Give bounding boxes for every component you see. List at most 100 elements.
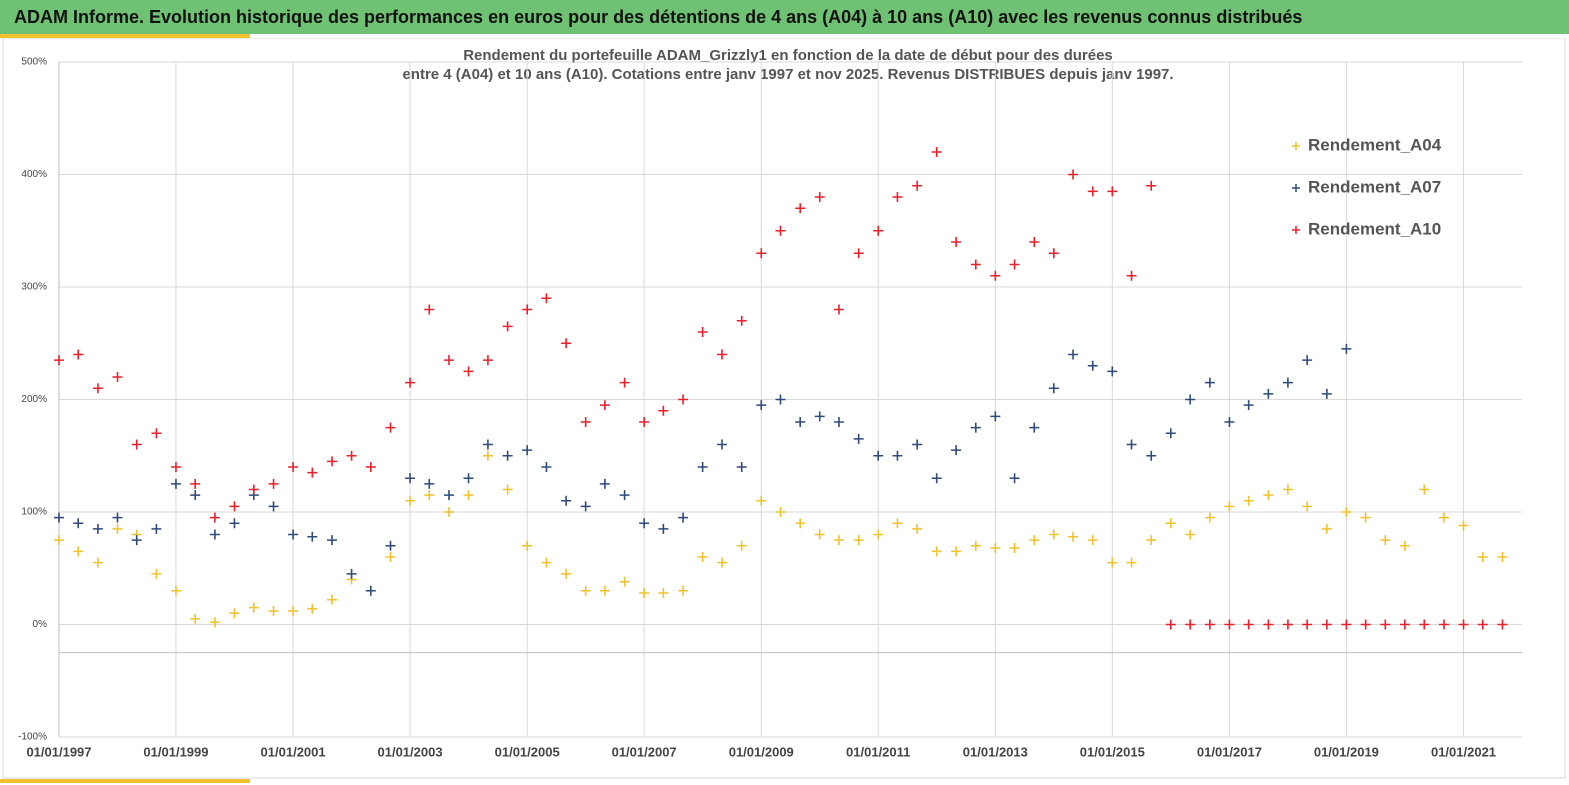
data-point bbox=[1048, 529, 1059, 540]
x-tick-label: 01/01/2019 bbox=[1314, 744, 1379, 759]
data-point bbox=[853, 248, 864, 259]
y-tick-label: 400% bbox=[21, 169, 47, 180]
data-point bbox=[1321, 619, 1332, 630]
data-point bbox=[1341, 619, 1352, 630]
data-point bbox=[424, 490, 435, 501]
data-point bbox=[580, 501, 591, 512]
data-point bbox=[951, 546, 962, 557]
y-tick-label: 200% bbox=[21, 394, 47, 405]
data-point bbox=[112, 523, 123, 534]
data-point bbox=[1458, 520, 1469, 531]
data-point bbox=[209, 529, 220, 540]
data-point bbox=[365, 462, 376, 472]
data-point bbox=[1341, 343, 1352, 354]
data-point bbox=[1146, 180, 1157, 191]
data-point bbox=[775, 225, 786, 236]
data-point bbox=[599, 585, 610, 596]
data-point bbox=[1107, 366, 1118, 377]
data-point bbox=[990, 270, 1001, 281]
data-point bbox=[736, 462, 747, 472]
data-point bbox=[1087, 535, 1098, 546]
data-point bbox=[1302, 501, 1313, 512]
header: ADAM Informe. Evolution historique des p… bbox=[0, 0, 1569, 34]
y-tick-label: 300% bbox=[21, 282, 47, 293]
data-point bbox=[131, 439, 142, 450]
data-point bbox=[580, 417, 591, 427]
data-point bbox=[482, 355, 493, 366]
data-point bbox=[288, 529, 299, 540]
data-point bbox=[1497, 619, 1508, 630]
data-point bbox=[1068, 349, 1079, 360]
data-point bbox=[1146, 535, 1157, 546]
data-point bbox=[385, 552, 396, 562]
x-tick-label: 01/01/2015 bbox=[1080, 744, 1145, 759]
data-point bbox=[73, 546, 84, 557]
data-point bbox=[1263, 388, 1274, 399]
data-point bbox=[892, 192, 903, 202]
data-point bbox=[405, 377, 416, 388]
data-point bbox=[424, 478, 435, 489]
data-point bbox=[1263, 490, 1274, 501]
x-tick-label: 01/01/2021 bbox=[1431, 744, 1496, 759]
data-point bbox=[151, 523, 162, 534]
data-point bbox=[619, 377, 630, 388]
data-point bbox=[873, 450, 884, 461]
data-point bbox=[717, 439, 728, 450]
data-point bbox=[327, 594, 338, 605]
data-point bbox=[1087, 360, 1098, 371]
data-point bbox=[405, 495, 416, 506]
accent-bar bbox=[0, 34, 250, 38]
x-tick-label: 01/01/2003 bbox=[378, 744, 443, 759]
data-point bbox=[1497, 552, 1508, 562]
data-point bbox=[1009, 259, 1020, 270]
data-point bbox=[502, 450, 513, 461]
data-point bbox=[951, 445, 962, 456]
x-tick-label: 01/01/2005 bbox=[495, 744, 560, 759]
data-point bbox=[463, 473, 474, 484]
data-point bbox=[1204, 512, 1215, 523]
data-point bbox=[1068, 531, 1079, 542]
data-point bbox=[1321, 523, 1332, 534]
chart-subtitle: entre 4 (A04) et 10 ans (A10). Cotations… bbox=[402, 66, 1173, 83]
data-point bbox=[1282, 619, 1293, 630]
data-point bbox=[814, 529, 825, 540]
data-point bbox=[795, 417, 806, 427]
data-point bbox=[1068, 169, 1079, 180]
data-point bbox=[775, 507, 786, 517]
data-point bbox=[268, 478, 279, 489]
data-point bbox=[1224, 501, 1235, 512]
x-tick-label: 01/01/2017 bbox=[1197, 744, 1262, 759]
legend-label: Rendement_A07 bbox=[1308, 177, 1441, 196]
data-point bbox=[288, 606, 299, 616]
x-tick-label: 01/01/2007 bbox=[612, 744, 677, 759]
data-point bbox=[1126, 557, 1137, 568]
data-point bbox=[814, 411, 825, 422]
data-point bbox=[346, 568, 357, 579]
data-point bbox=[970, 540, 981, 551]
data-point bbox=[327, 535, 338, 546]
data-point bbox=[1224, 619, 1235, 630]
data-point bbox=[912, 439, 923, 450]
data-point bbox=[639, 417, 650, 427]
data-point bbox=[931, 473, 942, 484]
legend-marker bbox=[1292, 184, 1300, 192]
data-point bbox=[112, 372, 123, 382]
data-point bbox=[463, 490, 474, 501]
data-point bbox=[209, 617, 220, 628]
data-point bbox=[1341, 507, 1352, 517]
data-point bbox=[1165, 428, 1176, 439]
data-point bbox=[268, 501, 279, 512]
data-point bbox=[1029, 422, 1040, 433]
data-point bbox=[1126, 270, 1137, 281]
data-point bbox=[697, 462, 708, 472]
data-point bbox=[1477, 552, 1488, 562]
data-point bbox=[327, 456, 338, 467]
data-point bbox=[1282, 484, 1293, 495]
chart-title: Rendement du portefeuille ADAM_Grizzly1 … bbox=[463, 47, 1113, 64]
data-point bbox=[561, 495, 572, 506]
data-point bbox=[1360, 512, 1371, 523]
data-point bbox=[405, 473, 416, 484]
data-point bbox=[1302, 355, 1313, 366]
data-point bbox=[1204, 619, 1215, 630]
data-point bbox=[92, 383, 103, 394]
